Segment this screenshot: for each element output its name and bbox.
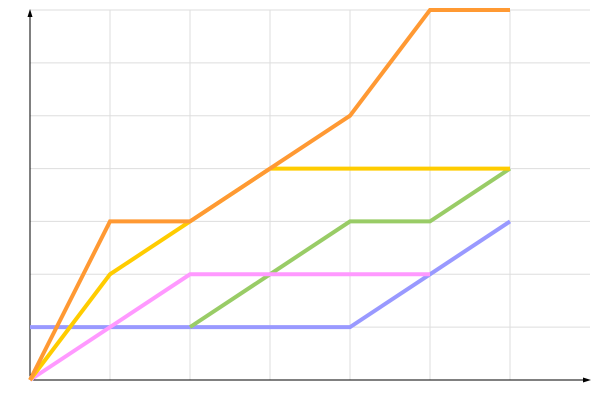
series-group — [28, 8, 512, 382]
series-line-1 — [188, 166, 512, 329]
series-line-4 — [28, 8, 510, 381]
x-axis-arrow — [583, 377, 591, 383]
series-line-2 — [28, 272, 430, 382]
axes — [27, 9, 591, 383]
y-axis-arrow — [27, 9, 33, 17]
